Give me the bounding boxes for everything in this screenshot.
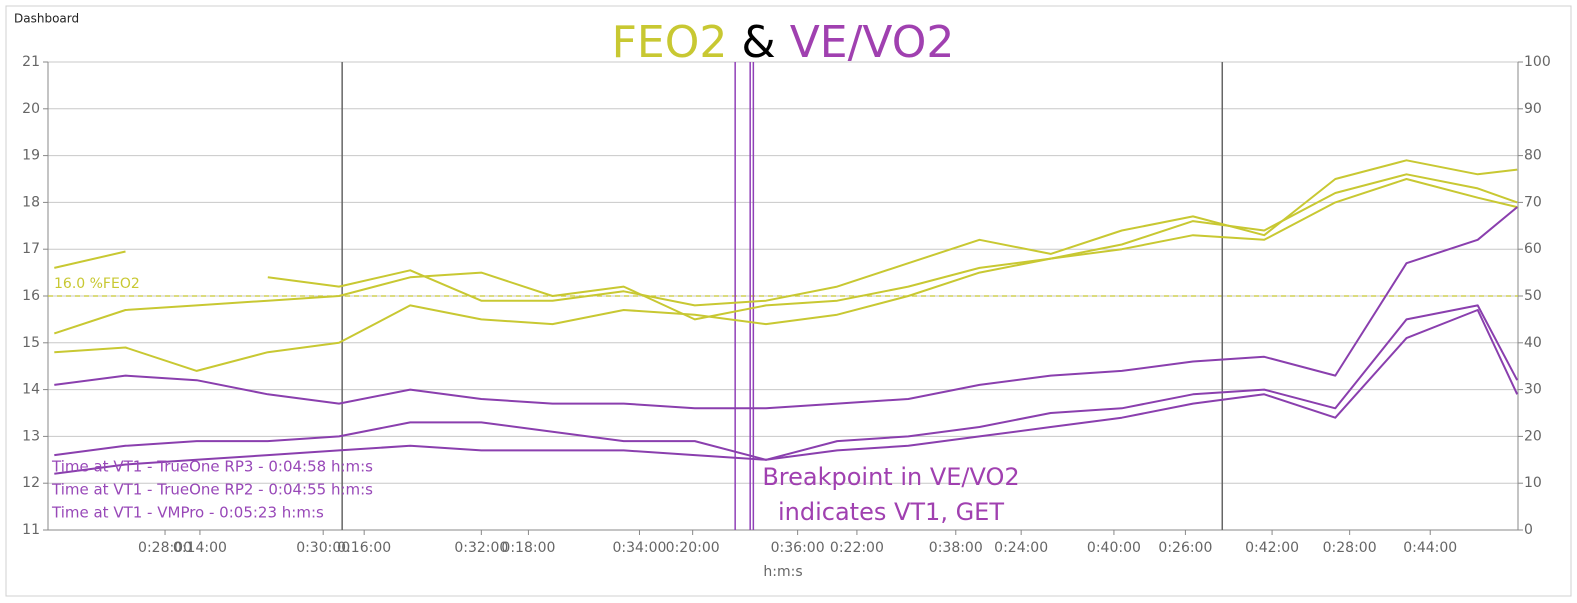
- y-tick-label: 17: [22, 241, 40, 257]
- y2-tick-label: 60: [1524, 241, 1542, 257]
- y2-tick-label: 100: [1524, 54, 1551, 70]
- series-line: [54, 309, 1519, 475]
- title-part: FEO2: [612, 17, 728, 68]
- series-line: [54, 206, 1518, 410]
- x-axis-label: h:m:s: [763, 564, 802, 580]
- dashboard-title: Dashboard: [14, 12, 79, 26]
- y2-tick-label: 90: [1524, 101, 1542, 117]
- vt-note: Time at VT1 - TrueOne RP2 - 0:04:55 h:m:…: [51, 481, 373, 499]
- y-tick-label: 21: [22, 54, 40, 70]
- x2-tick-label: 0:24:00: [994, 540, 1048, 556]
- x2-tick-label: 0:26:00: [1158, 540, 1212, 556]
- y2-tick-label: 40: [1524, 335, 1542, 351]
- y2-tick-label: 20: [1524, 428, 1542, 444]
- y-tick-label: 18: [22, 194, 40, 210]
- x-tick-label: 0:30:00: [296, 540, 350, 556]
- x2-tick-label: 0:18:00: [501, 540, 555, 556]
- x-tick-label: 0:34:00: [612, 540, 666, 556]
- x-tick-label: 0:28:00: [138, 540, 192, 556]
- x-tick-label: 0:44:00: [1403, 540, 1457, 556]
- y-tick-label: 13: [22, 428, 40, 444]
- annotation: Breakpoint in VE/VO2: [762, 463, 1019, 491]
- chart-title: FEO2 & VE/VO2: [612, 17, 955, 68]
- series-line: [54, 178, 1518, 372]
- y2-tick-label: 0: [1524, 522, 1533, 538]
- x-tick-label: 0:32:00: [454, 540, 508, 556]
- x2-tick-label: 0:14:00: [173, 540, 227, 556]
- title-part: &: [741, 17, 775, 68]
- x2-tick-label: 0:28:00: [1323, 540, 1377, 556]
- y-tick-label: 14: [22, 382, 40, 398]
- vt-note: Time at VT1 - TrueOne RP3 - 0:04:58 h:m:…: [51, 458, 373, 476]
- title-part: VE/VO2: [790, 17, 955, 68]
- series-line: [54, 304, 1519, 461]
- reference-label: 16.0 %FEO2: [54, 276, 140, 292]
- series-line: [54, 159, 1518, 307]
- y2-tick-label: 50: [1524, 288, 1542, 304]
- y2-tick-label: 30: [1524, 382, 1542, 398]
- y-tick-label: 12: [22, 475, 40, 491]
- annotation: indicates VT1, GET: [778, 498, 1004, 526]
- x2-tick-label: 0:16:00: [337, 540, 391, 556]
- x2-tick-label: 0:20:00: [666, 540, 720, 556]
- y-tick-label: 11: [22, 522, 40, 538]
- vt-note: Time at VT1 - VMPro - 0:05:23 h:m:s: [51, 504, 324, 522]
- y-tick-label: 15: [22, 335, 40, 351]
- y-tick-label: 20: [22, 101, 40, 117]
- y-tick-label: 19: [22, 148, 40, 164]
- y-tick-label: 16: [22, 288, 40, 304]
- y2-tick-label: 70: [1524, 194, 1542, 210]
- y2-tick-label: 10: [1524, 475, 1542, 491]
- y2-tick-label: 80: [1524, 148, 1542, 164]
- x-tick-label: 0:36:00: [771, 540, 825, 556]
- x-tick-label: 0:42:00: [1245, 540, 1299, 556]
- series-line: [53, 173, 1518, 335]
- x2-tick-label: 0:22:00: [830, 540, 884, 556]
- x-tick-label: 0:40:00: [1087, 540, 1141, 556]
- x-tick-label: 0:38:00: [929, 540, 983, 556]
